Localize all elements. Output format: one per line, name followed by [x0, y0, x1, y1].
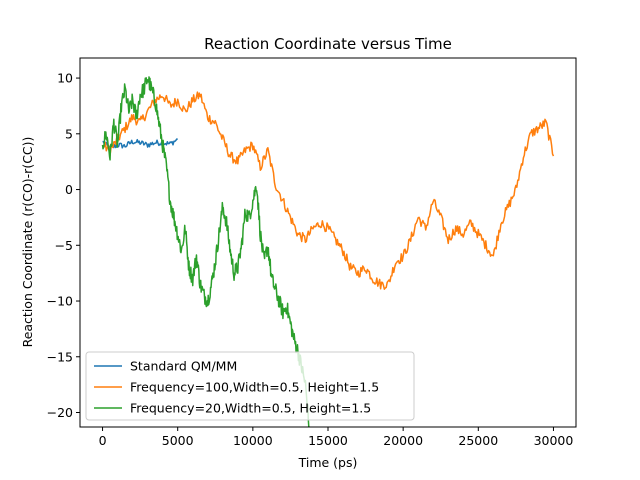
series-line-1 [102, 138, 178, 151]
x-tick-label: 10000 [233, 433, 273, 448]
legend-label-2: Frequency=100,Width=0.5, Height=1.5 [130, 380, 379, 395]
y-tick-label: −20 [47, 405, 73, 420]
y-tick-label: 10 [57, 71, 73, 86]
legend-label-1: Standard QM/MM [130, 359, 237, 374]
legend-box [85, 351, 415, 421]
y-tick-label: −10 [47, 294, 73, 309]
x-tick-label: 15000 [308, 433, 348, 448]
y-tick-label: 0 [65, 182, 73, 197]
y-tick-label: −5 [55, 238, 73, 253]
legend: Standard QM/MM Frequency=100,Width=0.5, H… [85, 351, 415, 421]
y-tick-label: 5 [65, 126, 73, 141]
x-tick-label: 5000 [162, 433, 194, 448]
x-axis-label: Time (ps) [298, 455, 358, 470]
y-axis-label: Reaction Coordinate (r(CO)-r(CC)) [20, 137, 35, 348]
y-axis: −20 −15 −10 −5 0 5 10 [47, 71, 80, 420]
legend-label-3: Frequency=20,Width=0.5, Height=1.5 [130, 401, 371, 416]
x-tick-label: 30000 [534, 433, 574, 448]
x-tick-label: 0 [99, 433, 107, 448]
series-layer [101, 76, 555, 427]
x-axis: 0 5000 10000 15000 20000 25000 30000 [99, 427, 574, 448]
x-tick-label: 20000 [383, 433, 423, 448]
series-line-2 [101, 91, 555, 290]
chart-title: Reaction Coordinate versus Time [204, 35, 452, 53]
y-tick-label: −15 [47, 349, 73, 364]
x-tick-label: 25000 [458, 433, 498, 448]
series-line-3 [101, 76, 310, 427]
